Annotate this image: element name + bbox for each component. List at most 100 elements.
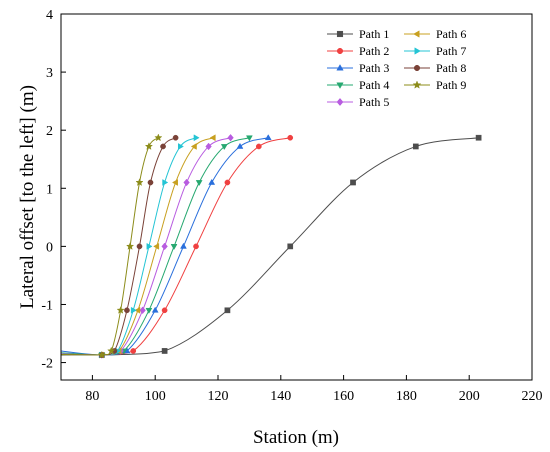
y-tick-label: -1 — [41, 298, 53, 313]
circle-marker — [172, 134, 179, 141]
triangle-up-marker — [151, 306, 159, 313]
legend: Path 1 Path 2 Path 3 Path 4 Path 5 Path 6 Path… — [327, 27, 466, 109]
series-path-8 — [61, 134, 179, 358]
x-tick-label: 100 — [145, 389, 166, 404]
y-tick-label: 1 — [46, 182, 53, 197]
circle-marker — [287, 134, 294, 141]
circle-marker — [193, 243, 199, 250]
x-axis: 80 100 120 140 160 180 200 220 — [85, 375, 543, 404]
circle-marker — [255, 143, 262, 150]
legend-label: Path 5 — [359, 95, 389, 109]
triangle-right-marker — [162, 179, 169, 186]
diamond-marker — [183, 178, 190, 187]
diamond-marker — [161, 242, 168, 251]
circle-marker — [147, 179, 154, 186]
y-tick-label: 0 — [46, 240, 53, 255]
triangle-left-marker — [209, 134, 216, 142]
square-marker — [224, 307, 231, 314]
triangle-down-marker — [195, 180, 203, 187]
x-tick-label: 140 — [270, 389, 291, 404]
series-path-1 — [61, 134, 482, 358]
triangle-down-marker — [245, 135, 253, 142]
triangle-right-marker — [193, 134, 200, 142]
circle-marker — [224, 179, 231, 186]
series-line — [61, 137, 159, 356]
triangle-left-marker — [171, 179, 178, 186]
square-marker — [350, 179, 356, 186]
star-marker — [154, 133, 163, 142]
star-marker — [116, 305, 125, 314]
x-tick-label: 80 — [85, 389, 99, 404]
triangle-up-marker — [208, 178, 216, 185]
square-marker — [161, 348, 168, 354]
x-tick-label: 220 — [522, 389, 543, 404]
triangle-down-marker — [170, 244, 178, 251]
legend-item-path-9: Path 9 — [404, 78, 466, 92]
legend-item-path-8: Path 8 — [404, 61, 466, 75]
series-line — [61, 137, 231, 356]
square-marker — [287, 243, 294, 250]
legend-item-path-1: Path 1 — [327, 27, 389, 41]
x-axis-title: Station (m) — [253, 427, 339, 448]
plot-frame — [60, 13, 533, 381]
diamond-marker — [227, 133, 234, 142]
triangle-right-marker — [146, 242, 153, 250]
star-marker — [135, 178, 144, 186]
legend-item-path-5: Path 5 — [327, 95, 389, 109]
x-tick-label: 160 — [333, 389, 354, 404]
y-tick-label: 2 — [46, 124, 53, 139]
circle-marker — [413, 64, 421, 72]
x-tick-label: 200 — [459, 389, 480, 404]
x-tick-label: 120 — [208, 389, 229, 404]
square-marker — [336, 30, 344, 38]
y-axis-title: Lateral offset [to the left] (m) — [17, 85, 38, 309]
legend-item-path-6: Path 6 — [404, 27, 466, 41]
triangle-left-marker — [153, 242, 160, 250]
triangle-right-marker — [414, 47, 421, 55]
triangle-up-marker — [264, 134, 272, 141]
legend-label: Path 2 — [359, 44, 389, 58]
triangle-up-marker — [236, 142, 244, 149]
legend-item-path-3: Path 3 — [327, 61, 389, 75]
diamond-marker — [205, 142, 212, 151]
series-layer — [61, 133, 482, 359]
legend-label: Path 6 — [436, 27, 466, 41]
star-marker — [97, 350, 106, 359]
series-line — [61, 137, 479, 356]
star-marker — [125, 242, 135, 250]
legend-label: Path 7 — [436, 44, 466, 58]
x-tick-label: 180 — [396, 389, 417, 404]
star-marker — [144, 142, 154, 150]
triangle-down-marker — [145, 307, 153, 314]
series-path-9 — [61, 133, 163, 359]
triangle-up-marker — [180, 242, 187, 249]
y-tick-label: 3 — [46, 66, 53, 81]
legend-item-path-4: Path 4 — [327, 78, 389, 92]
y-tick-label: -2 — [41, 357, 53, 372]
triangle-left-marker — [190, 143, 197, 150]
legend-label: Path 3 — [359, 61, 389, 75]
y-axis: -2 -1 0 1 2 3 4 — [41, 8, 66, 372]
square-marker — [412, 143, 419, 150]
circle-marker — [336, 47, 344, 55]
star-marker — [107, 346, 116, 355]
triangle-right-marker — [177, 143, 184, 150]
triangle-up-marker — [336, 64, 344, 71]
circle-marker — [124, 307, 130, 314]
legend-item-path-7: Path 7 — [404, 44, 466, 58]
square-marker — [475, 134, 482, 141]
star-marker — [412, 80, 422, 89]
legend-label: Path 4 — [359, 78, 389, 92]
legend-label: Path 1 — [359, 27, 389, 41]
legend-label: Path 8 — [436, 61, 466, 75]
triangle-right-marker — [130, 306, 137, 314]
diamond-marker — [336, 97, 344, 107]
circle-marker — [160, 143, 166, 150]
diamond-marker — [139, 306, 146, 315]
legend-item-path-2: Path 2 — [327, 44, 389, 58]
triangle-left-marker — [413, 30, 420, 38]
y-tick-label: 4 — [46, 8, 53, 23]
circle-marker — [130, 348, 137, 354]
legend-label: Path 9 — [436, 78, 466, 92]
